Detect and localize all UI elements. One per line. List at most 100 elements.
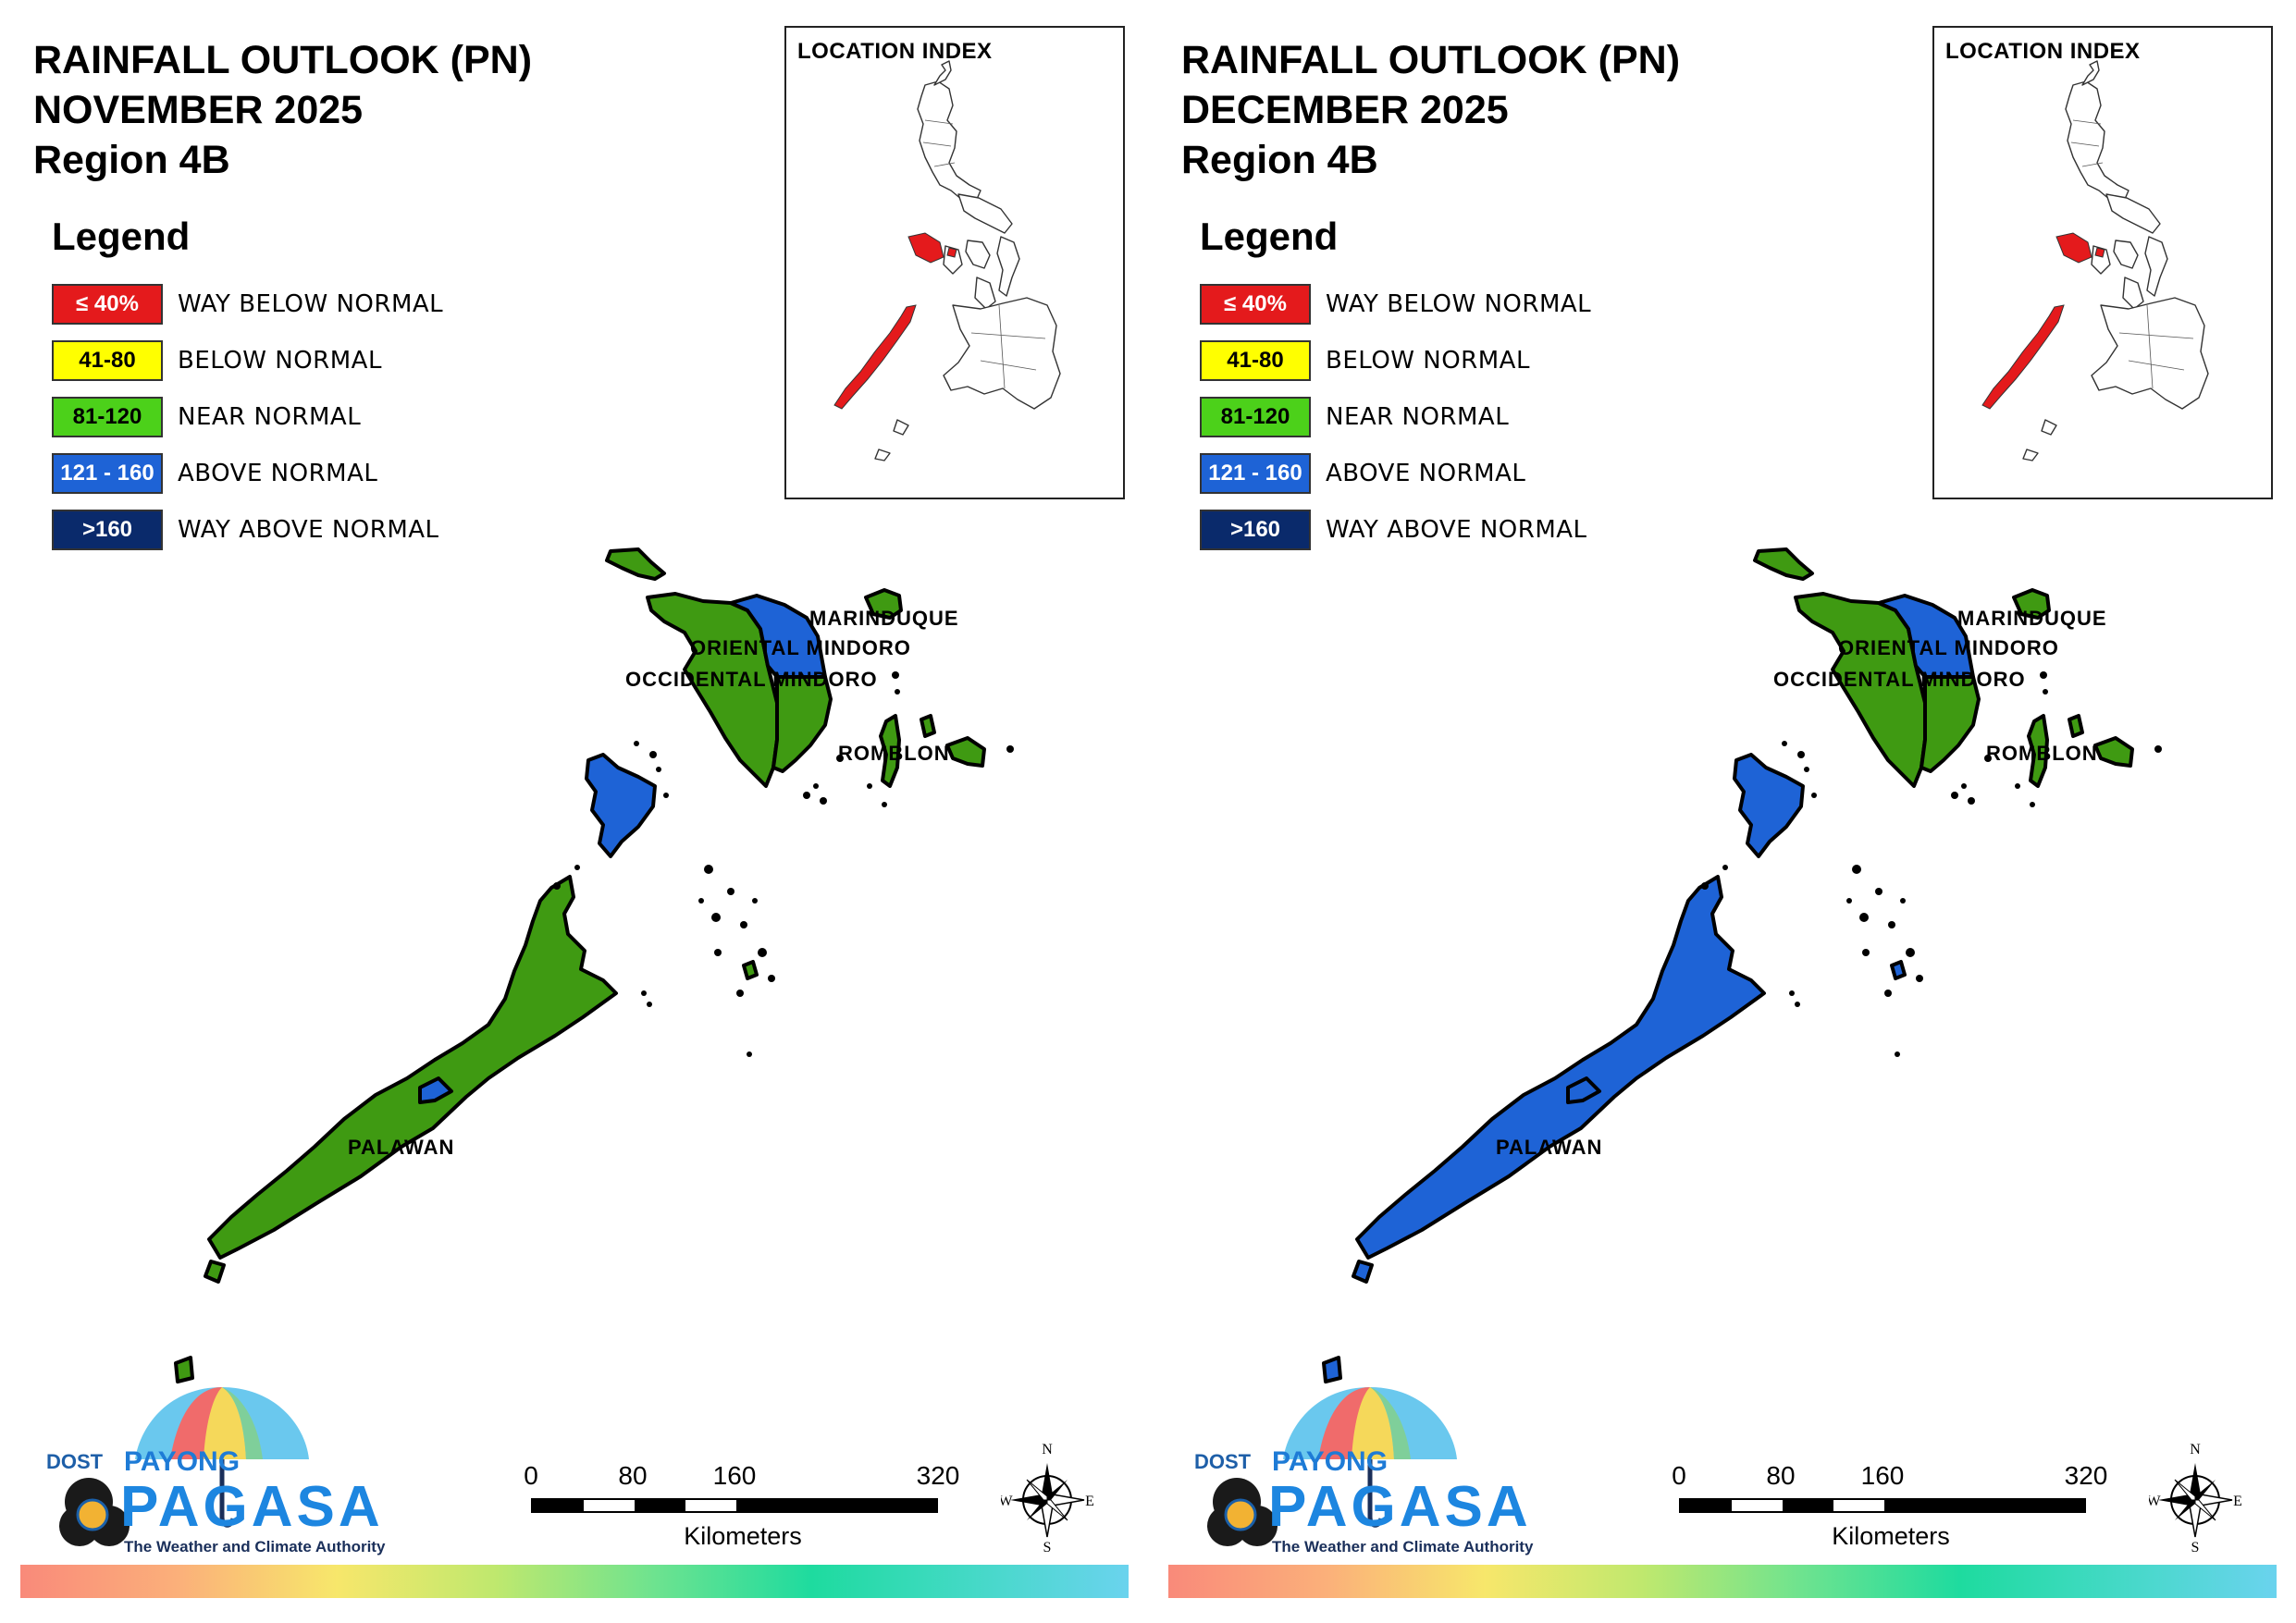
legend-label: BELOW NORMAL — [1326, 346, 1530, 375]
legend-swatch-way-above: >160 — [1200, 509, 1311, 550]
legend-label: WAY BELOW NORMAL — [1326, 289, 1592, 318]
legend-swatch-below: 41-80 — [52, 339, 163, 381]
legend-row-way-below: ≤ 40% WAY BELOW NORMAL — [1200, 276, 1591, 332]
label-occidental-mindoro: OCCIDENTAL MINDORO — [1773, 668, 2026, 691]
legend-swatch-way-below: ≤ 40% — [1200, 283, 1311, 325]
compass-e: E — [2233, 1494, 2241, 1509]
compass-n: N — [1042, 1443, 1053, 1457]
lubang-island — [1753, 547, 1814, 581]
logo-tagline: The Weather and Climate Authority — [124, 1538, 386, 1555]
legend-swatch-above: 121 - 160 — [1200, 452, 1311, 494]
legend-row-below: 41-80 BELOW NORMAL — [52, 332, 443, 388]
legend-label: WAY BELOW NORMAL — [178, 289, 444, 318]
scale-unit: Kilometers — [1832, 1522, 1950, 1550]
legend-label: WAY ABOVE NORMAL — [178, 515, 439, 544]
legend-swatch-near: 81-120 — [1200, 396, 1311, 437]
cuyo-island — [1890, 960, 1907, 980]
umbrella-icon — [59, 1387, 309, 1546]
scale-bar: 0 80 160 320 Kilometers — [524, 1461, 960, 1554]
umbrella-icon — [1207, 1387, 1457, 1546]
legend-heading: Legend — [1200, 215, 1339, 258]
title-line-product: RAINFALL OUTLOOK (PN) — [33, 38, 533, 82]
scale-tick-320: 320 — [916, 1461, 960, 1490]
compass-s: S — [1043, 1540, 1052, 1554]
scale-tick-320: 320 — [2064, 1461, 2108, 1490]
legend: Legend ≤ 40% WAY BELOW NORMAL 41-80 BELO… — [1200, 215, 1591, 558]
title-line-region: Region 4B — [33, 138, 230, 182]
compass-s: S — [2191, 1540, 2200, 1554]
compass-n: N — [2190, 1443, 2201, 1457]
scale-bar-segments — [531, 1498, 938, 1513]
legend-row-above: 121 - 160 ABOVE NORMAL — [52, 445, 443, 501]
compass-w: W — [1001, 1494, 1013, 1509]
label-marinduque: MARINDUQUE — [1957, 607, 2107, 630]
legend-label: NEAR NORMAL — [1326, 402, 1510, 431]
marinduque — [2012, 588, 2051, 620]
romblon-tablas — [2027, 714, 2049, 788]
palawan-south-islet — [1352, 1260, 1374, 1284]
region-map: MARINDUQUE ORIENTAL MINDORO OCCIDENTAL M… — [1322, 547, 2162, 1383]
legend-row-above: 121 - 160 ABOVE NORMAL — [1200, 445, 1591, 501]
compass-e: E — [1085, 1494, 1093, 1509]
title-line-month: DECEMBER 2025 — [1181, 88, 1509, 132]
romblon-tablas — [879, 714, 901, 788]
label-occidental-mindoro: OCCIDENTAL MINDORO — [625, 668, 878, 691]
palawan-band — [1566, 1076, 1601, 1104]
pagasa-logo: DOST PAYONG PAGASA The Weather and Clima… — [31, 1387, 401, 1563]
title-line-region: Region 4B — [1181, 138, 1378, 182]
cuyo-island — [742, 960, 759, 980]
legend-swatch-way-below: ≤ 40% — [52, 283, 163, 325]
palawan-mainland — [1355, 875, 1766, 1260]
palawan-north — [1733, 753, 1805, 858]
romblon-sibuyan — [2093, 736, 2134, 768]
romblon-sibuyan — [945, 736, 986, 768]
region-4b-highlight — [1981, 232, 2105, 410]
legend-label: ABOVE NORMAL — [1326, 459, 1526, 487]
oriental-mindoro-north — [729, 594, 827, 679]
scale-bar-segments — [1679, 1498, 2086, 1513]
legend-label: ABOVE NORMAL — [178, 459, 378, 487]
legend-row-way-below: ≤ 40% WAY BELOW NORMAL — [52, 276, 443, 332]
location-index-map: LOCATION INDEX — [784, 26, 1125, 499]
location-index-title: LOCATION INDEX — [797, 39, 993, 64]
legend-swatch-above: 121 - 160 — [52, 452, 163, 494]
title-line-product: RAINFALL OUTLOOK (PN) — [1181, 38, 1681, 82]
lubang-island — [605, 547, 666, 581]
map-title: RAINFALL OUTLOOK (PN) NOVEMBER 2025 Regi… — [33, 35, 532, 185]
label-palawan: PALAWAN — [1496, 1136, 1602, 1159]
palawan-mainland — [207, 875, 618, 1260]
footer-color-band — [1168, 1565, 2277, 1598]
legend-label: NEAR NORMAL — [178, 402, 362, 431]
legend-swatch-way-above: >160 — [52, 509, 163, 550]
legend-row-way-above: >160 WAY ABOVE NORMAL — [1200, 501, 1591, 558]
north-arrow-compass-icon: N S E W — [2149, 1443, 2241, 1554]
palawan-north — [585, 753, 657, 858]
map-title: RAINFALL OUTLOOK (PN) DECEMBER 2025 Regi… — [1181, 35, 1680, 185]
legend-row-near: 81-120 NEAR NORMAL — [1200, 388, 1591, 445]
romblon-island — [2068, 714, 2084, 738]
scale-tick-0: 0 — [1672, 1461, 1686, 1490]
legend-row-way-above: >160 WAY ABOVE NORMAL — [52, 501, 443, 558]
scale-tick-80: 80 — [618, 1461, 648, 1490]
logo-payong-text: PAYONG — [1272, 1446, 1389, 1477]
logo-pagasa-text: PAGASA — [120, 1475, 384, 1539]
label-oriental-mindoro: ORIENTAL MINDORO — [1838, 636, 2059, 659]
panel-december: RAINFALL OUTLOOK (PN) DECEMBER 2025 Regi… — [1148, 0, 2296, 1623]
palawan-tip-islet — [1322, 1356, 1342, 1383]
label-romblon: ROMBLON — [1986, 742, 2098, 765]
oriental-mindoro-south — [1920, 675, 1981, 773]
scattered-islets — [1701, 671, 2162, 1057]
scale-tick-160: 160 — [712, 1461, 757, 1490]
philippines-outline — [833, 60, 1061, 461]
legend-swatch-near: 81-120 — [52, 396, 163, 437]
legend: Legend ≤ 40% WAY BELOW NORMAL 41-80 BELO… — [52, 215, 443, 558]
legend-label: BELOW NORMAL — [178, 346, 382, 375]
legend-heading: Legend — [52, 215, 191, 258]
region-map: MARINDUQUE ORIENTAL MINDORO OCCIDENTAL M… — [174, 547, 1014, 1383]
location-index-map: LOCATION INDEX — [1932, 26, 2273, 499]
philippines-outline — [1981, 60, 2209, 461]
palawan-south-islet — [204, 1260, 226, 1284]
logo-dost-text: DOST — [1194, 1450, 1252, 1473]
label-oriental-mindoro: ORIENTAL MINDORO — [690, 636, 911, 659]
oriental-mindoro-north — [1877, 594, 1975, 679]
